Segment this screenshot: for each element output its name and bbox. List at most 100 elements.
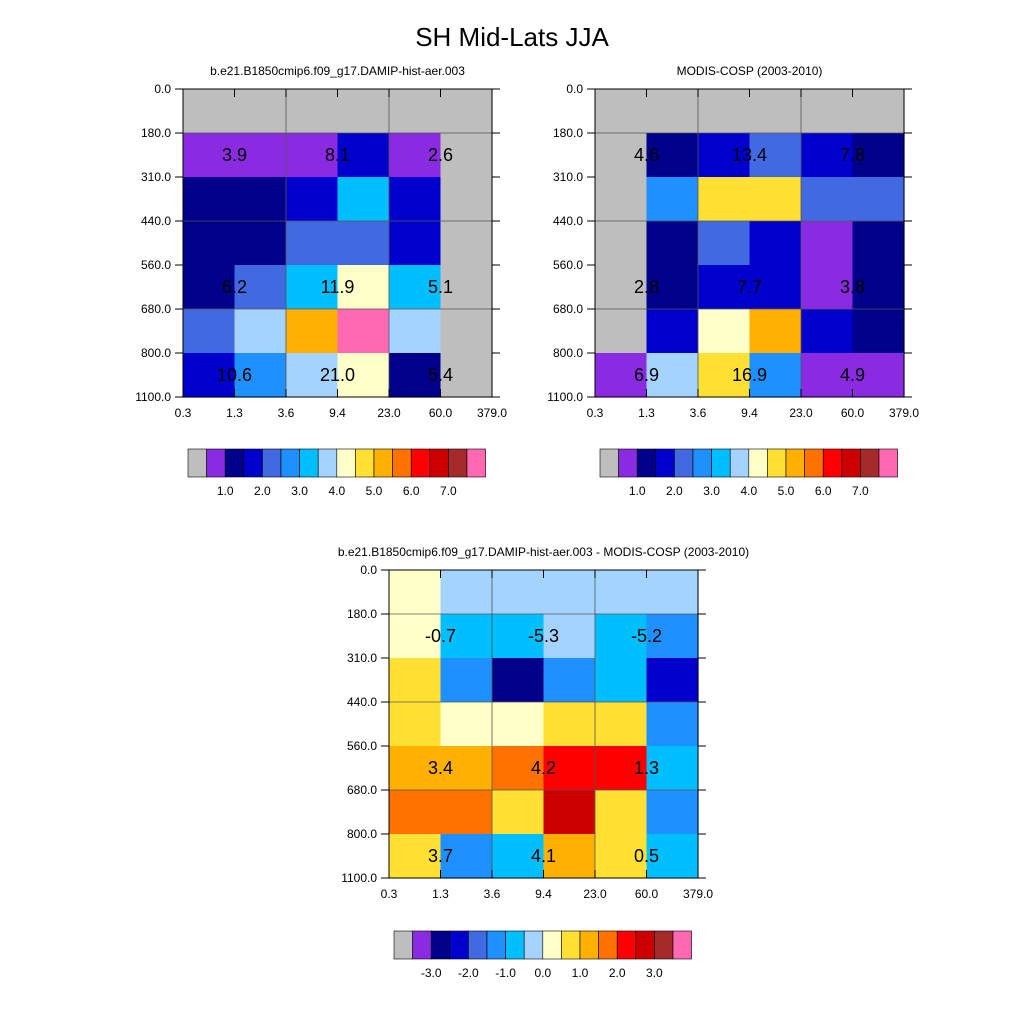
colorbar-label: 7.0 [852,484,869,498]
colorbar-swatch [767,448,787,478]
heatmap-cell [698,309,751,354]
heatmap-cell [646,658,699,703]
heatmap-cell [440,265,493,310]
heatmap-cell [286,89,339,134]
heatmap-cell [337,89,390,134]
heatmap-cell [543,790,596,835]
heatmap-cell [646,746,699,791]
heatmap-cell [183,353,236,398]
heatmap-cell [440,614,493,659]
colorbar-swatch [729,448,750,478]
y-tick-label: 560.0 [347,739,377,753]
y-tick-label: 310.0 [141,170,171,184]
colorbar-label: 5.0 [366,484,383,498]
heatmap-cell [801,353,854,398]
heatmap-cell [286,353,339,398]
heatmap-cell [440,353,493,398]
heatmap-cell [492,614,545,659]
box-value-label: 5.1 [428,277,453,297]
heatmap-cell [337,309,390,354]
heatmap-cell [337,177,390,222]
heatmap-cell [595,702,648,747]
colorbar-swatch [486,930,506,960]
heatmap-cell [389,834,442,879]
heatmap-cell [698,265,751,310]
colorbar-label: 2.0 [254,484,271,498]
heatmap-cell [543,614,596,659]
heatmap-cell [183,309,236,354]
box-value-label: 3.8 [840,277,865,297]
heatmap-cell [389,746,442,791]
colorbar-swatch [412,930,432,960]
heatmap-cell [698,353,751,398]
colorbar-swatch [505,930,525,960]
panel-difference: b.e21.B1850cmip6.f09_g17.DAMIP-hist-aer.… [338,545,749,980]
colorbar-swatch [392,448,412,478]
colorbar-swatch [280,448,300,478]
heatmap-cell [183,89,236,134]
heatmap-cell [183,265,236,310]
box-value-label: 4.2 [531,758,556,778]
heatmap-cell [234,133,287,178]
y-tick-label: 1100.0 [135,390,171,404]
y-tick-label: 0.0 [360,563,377,577]
heatmap-cell [646,702,699,747]
y-tick-label: 180.0 [141,126,171,140]
colorbar-label: 6.0 [403,484,420,498]
y-tick-label: 800.0 [141,346,171,360]
heatmap-cell [595,570,648,615]
colorbar-label: -3.0 [421,966,442,980]
heatmap-cell [389,614,442,659]
heatmap-cell [852,133,905,178]
heatmap-cell [698,89,751,134]
heatmap-cell [698,133,751,178]
colorbar-label: 6.0 [815,484,832,498]
heatmap-cell [595,790,648,835]
heatmap-cell [492,570,545,615]
figure-title: SH Mid-Lats JJA [415,22,609,52]
heatmap-cell [595,746,648,791]
heatmap-cell [234,221,287,266]
heatmap-cell [440,570,493,615]
x-tick-label: 3.6 [690,406,707,420]
y-tick-label: 560.0 [553,258,583,272]
heatmap-cell [646,614,699,659]
colorbar-swatch [674,448,694,478]
heatmap-cell [646,570,699,615]
box-value-label: -5.3 [528,626,559,646]
heatmap-cell [440,177,493,222]
colorbar-label: 1.0 [217,484,234,498]
heatmap-cell [749,177,802,222]
y-tick-label: 440.0 [141,214,171,228]
heatmap-cell [234,265,287,310]
heatmap-cell [492,746,545,791]
heatmap-cell [543,658,596,703]
heatmap-cell [646,309,699,354]
heatmap-cell [595,834,648,879]
colorbar-label: 1.0 [629,484,646,498]
colorbar-swatch [579,930,599,960]
box-value-label: 2.8 [634,277,659,297]
heatmap-cell [234,353,287,398]
y-tick-label: 800.0 [347,827,377,841]
heatmap-cell [543,570,596,615]
colorbar-swatch [561,930,581,960]
heatmap-cell [852,353,905,398]
box-value-label: -0.7 [425,626,456,646]
x-tick-label: 60.0 [635,887,659,901]
box-value-label: 16.9 [732,365,767,385]
colorbar-swatch [243,448,263,478]
y-tick-label: 0.0 [566,82,583,96]
colorbar-swatch [523,930,544,960]
colorbar-swatch [448,448,468,478]
x-tick-label: 379.0 [889,406,919,420]
heatmap-cell [286,265,339,310]
colorbar-swatch [262,448,282,478]
heatmap-cell [234,177,287,222]
heatmap-cell [389,89,442,134]
heatmap-cell [801,309,854,354]
box-value-label: 6.2 [222,277,247,297]
heatmap-cell [801,221,854,266]
box-value-label: 7.7 [737,277,762,297]
colorbar-swatch [187,448,207,478]
